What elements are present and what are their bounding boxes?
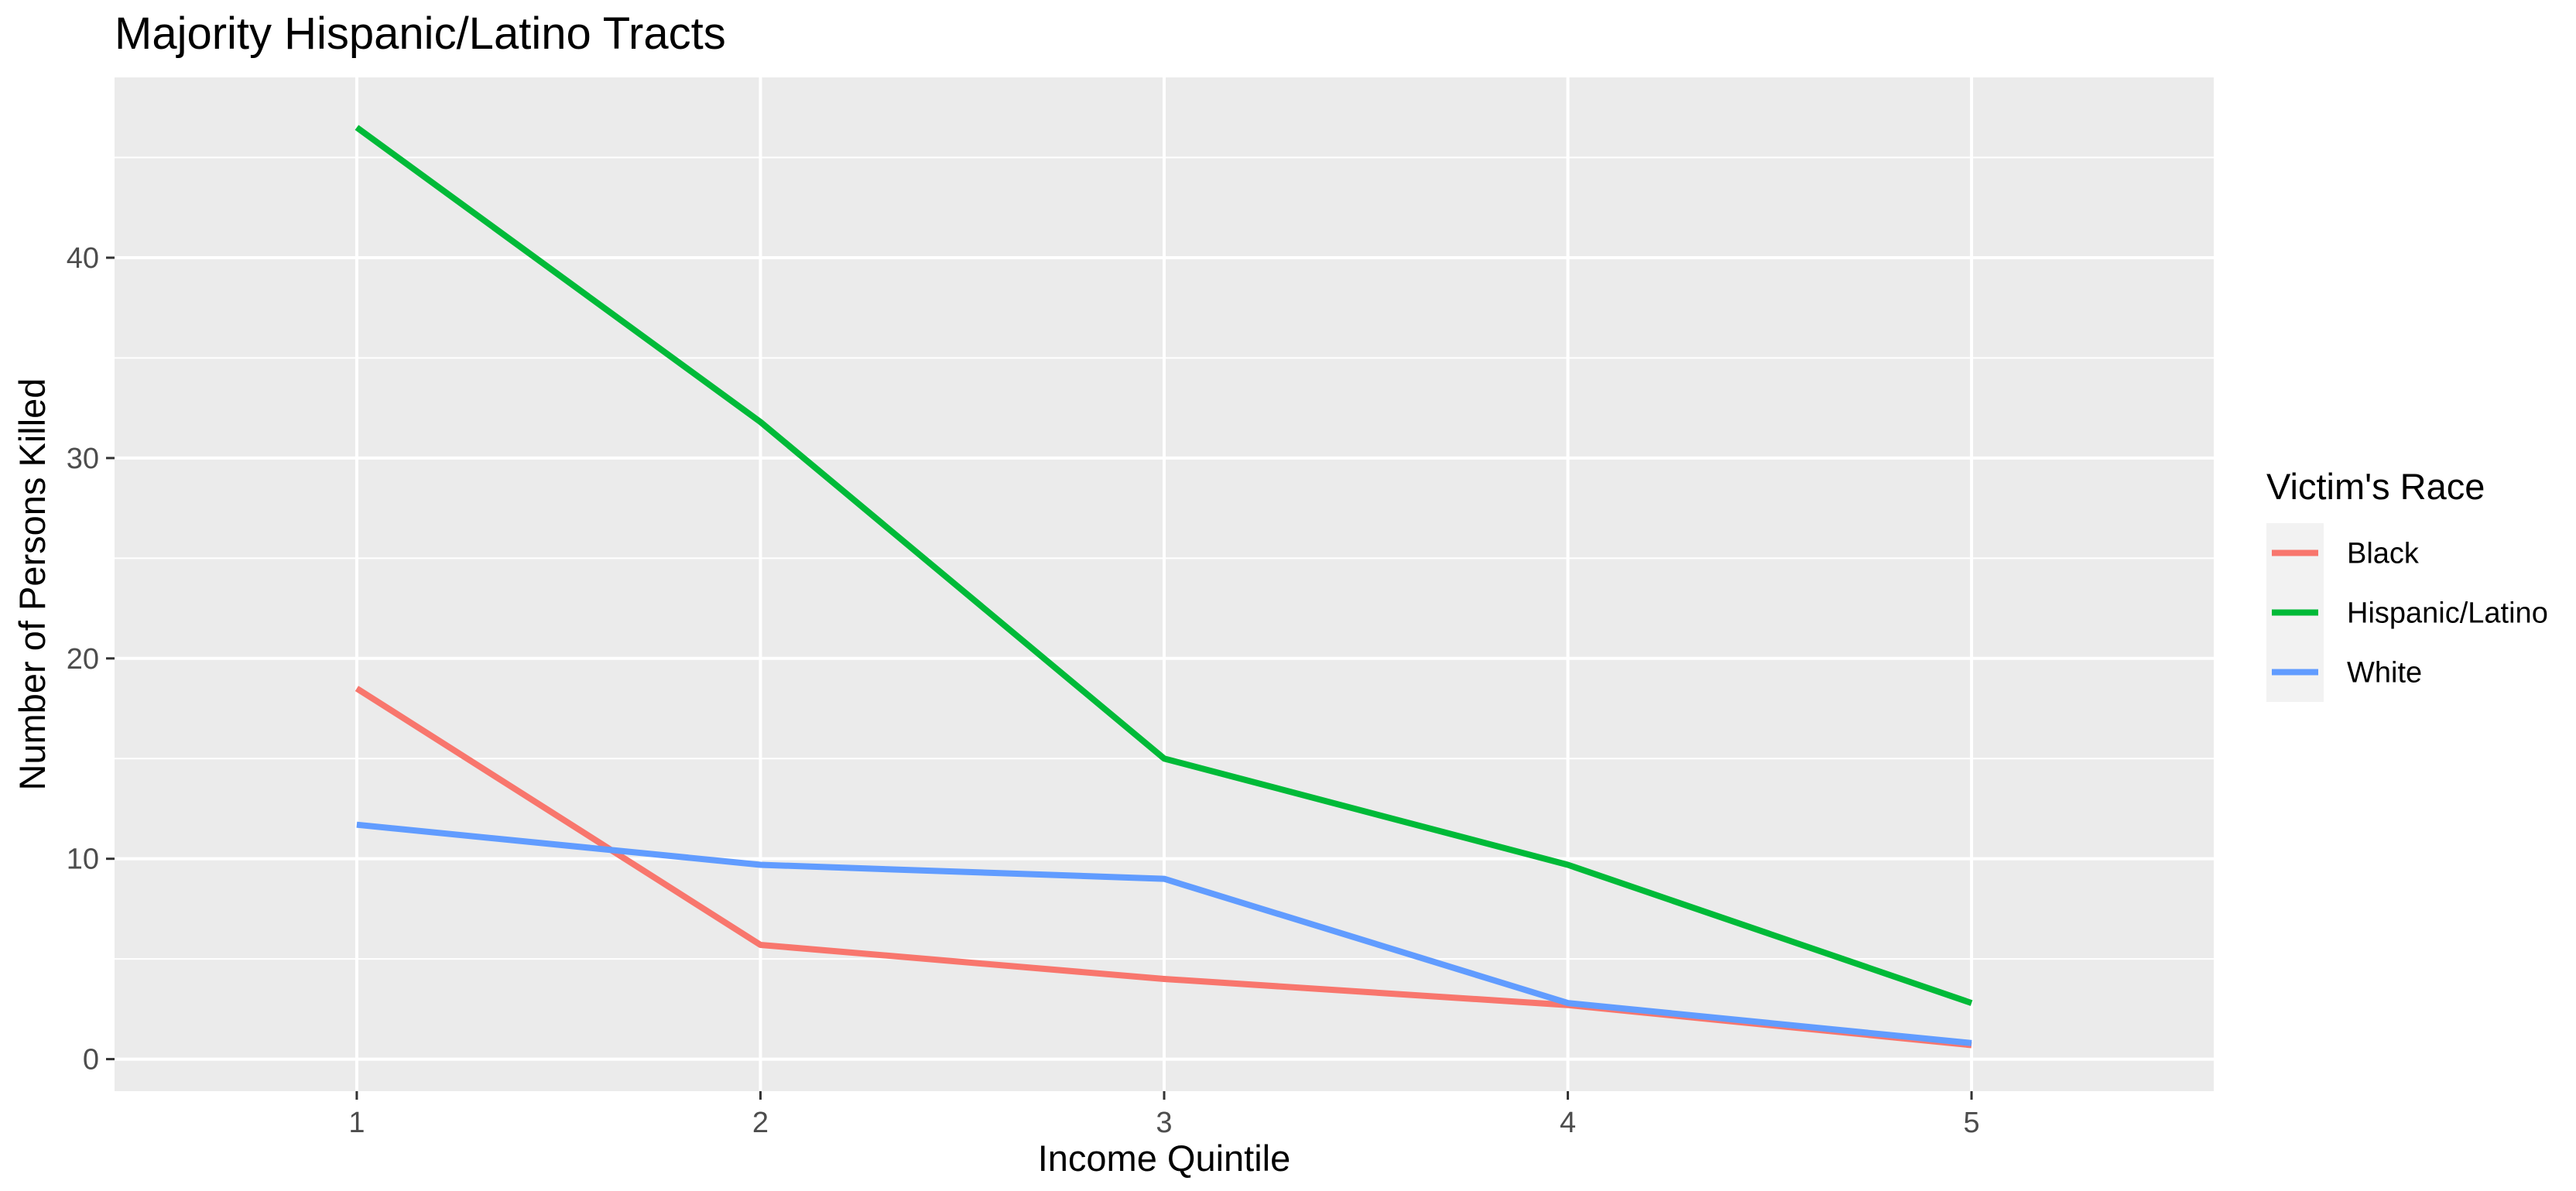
x-tick-label: 3 xyxy=(1156,1107,1172,1139)
legend: Victim's Race Black Hispanic/Latino White xyxy=(2266,466,2548,702)
x-tick-label: 2 xyxy=(752,1107,769,1139)
y-tick-label: 0 xyxy=(83,1044,99,1076)
legend-label-black: Black xyxy=(2347,538,2420,570)
major-gridlines xyxy=(115,77,2214,1091)
legend-label-hispanic-latino: Hispanic/Latino xyxy=(2347,597,2548,630)
chart-title: Majority Hispanic/Latino Tracts xyxy=(115,9,726,59)
series-line-white xyxy=(356,821,1972,1046)
y-tick-label: 10 xyxy=(67,844,99,876)
y-tick-label: 30 xyxy=(67,443,99,475)
y-axis-ticks: 0 10 20 30 40 xyxy=(67,242,115,1076)
legend-title: Victim's Race xyxy=(2266,466,2485,507)
x-tick-label: 4 xyxy=(1560,1107,1576,1139)
y-axis-title: Number of Persons Killed xyxy=(12,378,53,791)
legend-items: Black Hispanic/Latino White xyxy=(2266,523,2548,702)
x-tick-label: 5 xyxy=(1964,1107,1980,1139)
y-tick-label: 20 xyxy=(67,643,99,676)
y-tick-label: 40 xyxy=(67,242,99,275)
legend-label-white: White xyxy=(2347,657,2422,690)
x-axis-ticks: 1 2 3 4 5 xyxy=(348,1091,1980,1139)
series-lines xyxy=(355,125,1973,1049)
x-axis-title: Income Quintile xyxy=(1038,1138,1291,1179)
x-tick-label: 1 xyxy=(348,1107,365,1139)
series-line-hispanic-latino xyxy=(355,125,1973,1006)
